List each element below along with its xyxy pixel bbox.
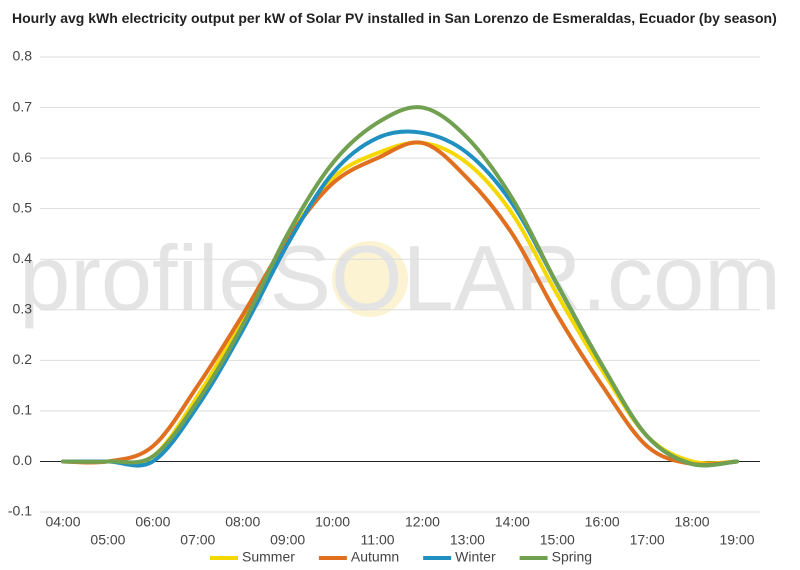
x-tick-label: 19:00 <box>719 532 754 548</box>
x-tick-label: 13:00 <box>450 532 485 548</box>
watermark: profileSOLAR.com <box>19 227 781 329</box>
x-tick-label: 08:00 <box>225 514 260 530</box>
grid <box>40 56 760 513</box>
x-tick-label: 07:00 <box>180 532 215 548</box>
legend-label: Summer <box>242 549 295 565</box>
y-tick-label: 0.0 <box>13 452 33 468</box>
legend-label: Winter <box>455 549 496 565</box>
x-tick-label: 17:00 <box>630 532 665 548</box>
x-tick-label: 12:00 <box>405 514 440 530</box>
x-tick-label: 04:00 <box>45 514 80 530</box>
x-tick-label: 05:00 <box>90 532 125 548</box>
x-tick-label: 11:00 <box>361 532 395 548</box>
y-tick-label: 0.7 <box>13 98 33 114</box>
x-tick-label: 18:00 <box>675 514 710 530</box>
x-tick-label: 14:00 <box>495 514 530 530</box>
legend-label: Autumn <box>351 549 399 565</box>
y-tick-label: 0.8 <box>13 48 33 64</box>
x-tick-label: 06:00 <box>135 514 170 530</box>
y-tick-label: -0.1 <box>8 503 32 519</box>
x-tick-label: 16:00 <box>585 514 620 530</box>
y-tick-label: 0.1 <box>13 402 33 418</box>
chart-title: Hourly avg kWh electricity output per kW… <box>12 10 777 26</box>
series-line <box>61 140 739 467</box>
y-tick-label: 0.5 <box>13 199 33 215</box>
y-tick-label: 0.3 <box>13 300 33 316</box>
x-tick-label: 09:00 <box>270 532 305 548</box>
x-tick-label: 15:00 <box>540 532 575 548</box>
legend-label: Spring <box>552 549 592 565</box>
y-tick-label: 0.6 <box>13 149 33 165</box>
watermark-sun <box>332 241 408 317</box>
y-tick-label: 0.2 <box>13 351 33 367</box>
series-line <box>61 105 739 468</box>
y-tick-label: 0.4 <box>13 250 33 266</box>
x-tick-label: 10:00 <box>315 514 350 530</box>
